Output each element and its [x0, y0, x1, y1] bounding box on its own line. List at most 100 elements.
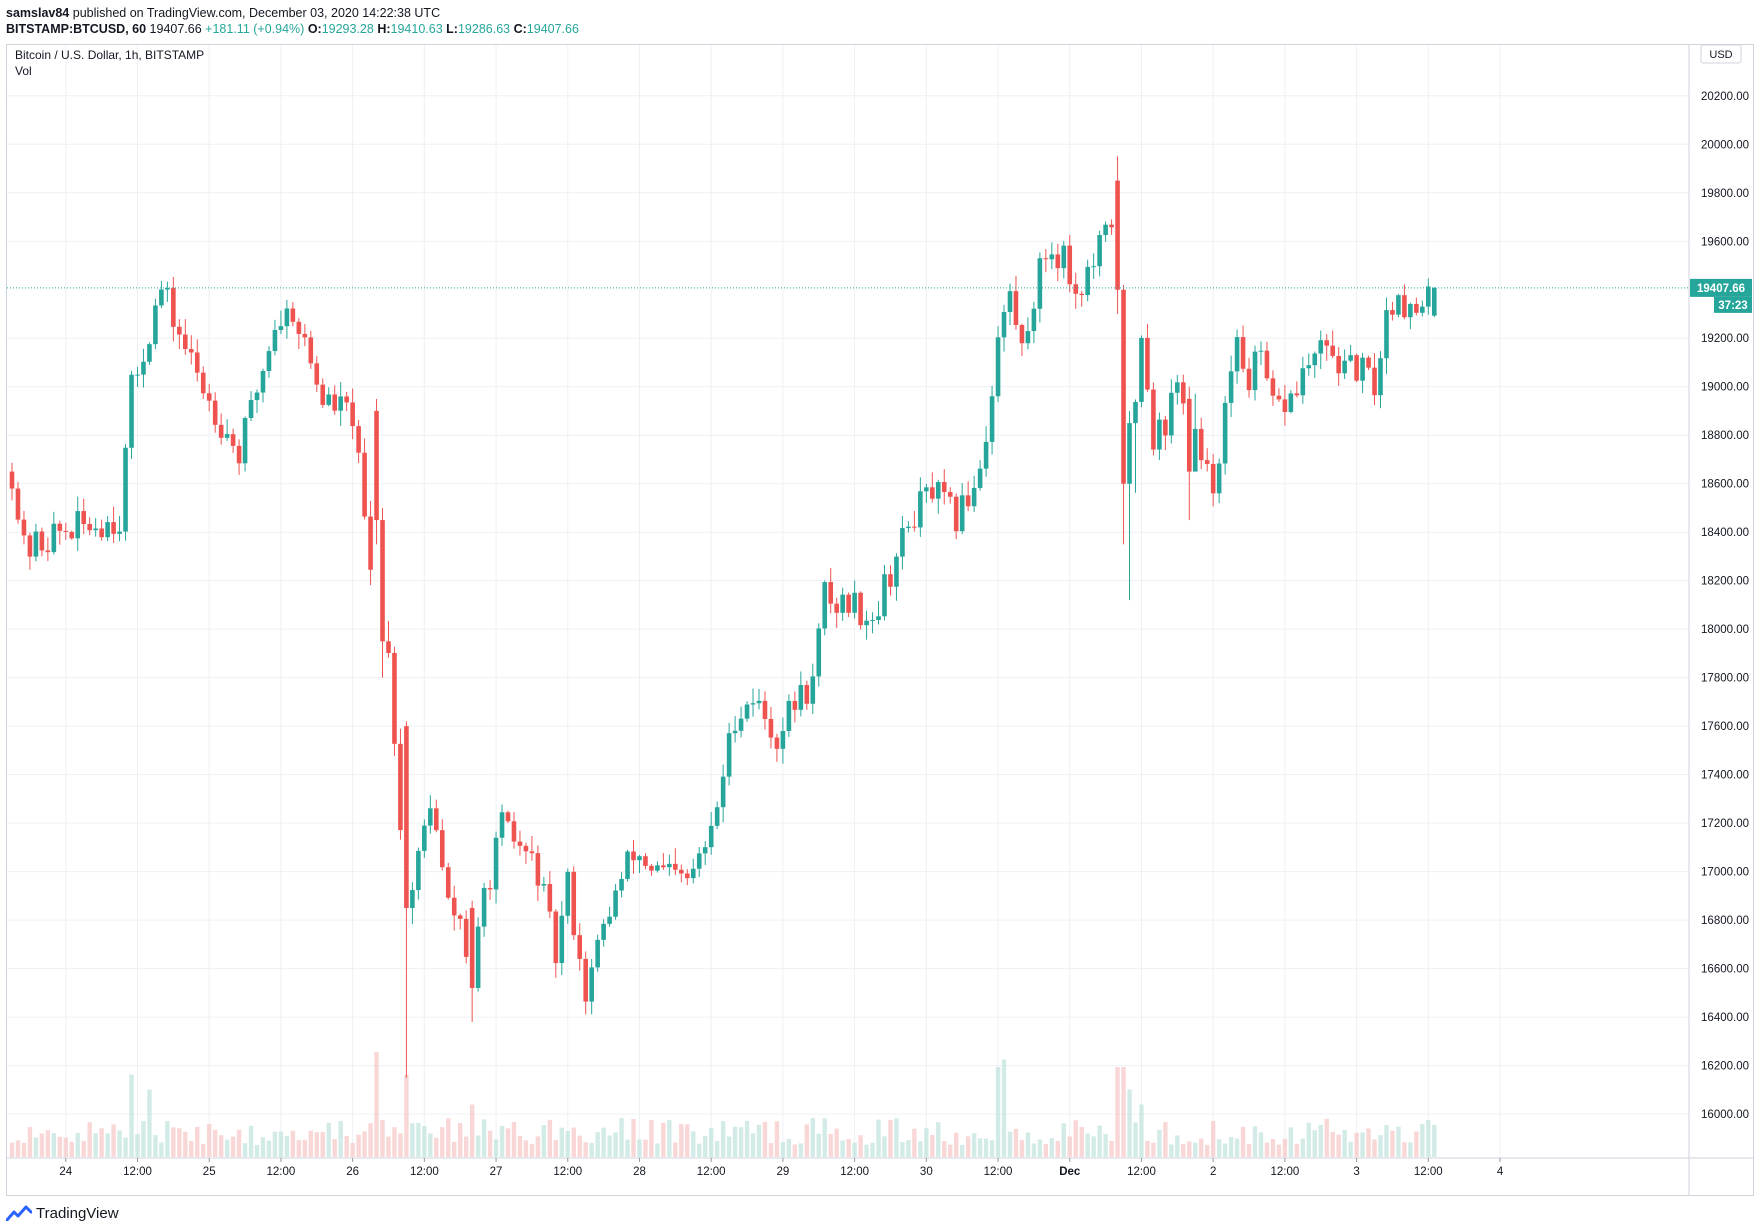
candle-body — [601, 923, 606, 940]
volume-bar — [691, 1131, 696, 1157]
volume-bar — [649, 1120, 654, 1157]
countdown-tag-label: 37:23 — [1718, 300, 1747, 312]
candle-body — [111, 522, 116, 534]
volume-bar — [236, 1129, 242, 1157]
candle-body — [535, 853, 541, 886]
publisher-name[interactable]: samslav84 — [6, 6, 70, 20]
volume-bar — [1366, 1128, 1371, 1157]
volume-bar — [738, 1127, 744, 1157]
time-axis-label: 26 — [346, 1166, 359, 1178]
candle-body — [977, 468, 983, 488]
price-axis-label: 17600.00 — [1701, 721, 1749, 733]
volume-bar — [1216, 1139, 1222, 1157]
last-price: 19407.66 — [149, 22, 202, 36]
time-axis-label: 30 — [920, 1166, 933, 1178]
candle-body — [553, 911, 559, 964]
candle-body — [21, 519, 27, 536]
volume-bar — [804, 1124, 810, 1157]
volume-bar — [314, 1132, 319, 1157]
candle-body — [451, 897, 457, 916]
volume-bar — [248, 1125, 254, 1157]
candle-body — [433, 808, 439, 831]
candle-body — [1019, 324, 1025, 344]
candle-body — [696, 853, 702, 869]
price-axis-label: 17800.00 — [1701, 673, 1749, 685]
candle-body — [804, 684, 810, 704]
time-axis-label: 2 — [1210, 1166, 1216, 1178]
volume-bar — [661, 1122, 666, 1157]
volume-bar — [888, 1119, 893, 1157]
candle-body — [1127, 423, 1132, 484]
candle-body — [1204, 460, 1210, 464]
candle-body — [1186, 398, 1192, 472]
price-axis-label: 16400.00 — [1701, 1012, 1749, 1024]
time-axis-label: 12:00 — [1414, 1166, 1443, 1178]
volume-bar — [643, 1139, 648, 1157]
volume-bar — [416, 1123, 421, 1157]
candle-body — [1270, 378, 1276, 396]
volume-bar — [1007, 1131, 1013, 1157]
candle-body — [9, 471, 15, 489]
price-axis-label: 19800.00 — [1701, 188, 1749, 200]
price-axis-label: 18800.00 — [1701, 430, 1749, 442]
candle-body — [1306, 365, 1312, 369]
volume-bar — [1031, 1143, 1037, 1157]
candle-body — [589, 967, 594, 1002]
candle-body — [39, 531, 45, 551]
price-chart[interactable]: 20200.00 20000.00 19800.00 19600.00 19200.00… — [7, 44, 1753, 1195]
volume-bar — [1390, 1130, 1395, 1157]
volume-bar — [1139, 1104, 1144, 1157]
time-axis-label: 29 — [777, 1166, 790, 1178]
volume-bar — [1324, 1118, 1329, 1157]
volume-bar — [792, 1144, 798, 1157]
candle-body — [971, 487, 977, 507]
candle-body — [1426, 286, 1431, 307]
volume-bar — [135, 1134, 140, 1157]
volume-bar — [386, 1136, 391, 1157]
currency-button[interactable]: USD — [1700, 44, 1742, 64]
candle-body — [1198, 428, 1204, 461]
candle-body — [655, 865, 660, 871]
volume-bar — [320, 1132, 325, 1157]
volume-bar — [1432, 1124, 1437, 1157]
candle-body — [738, 718, 744, 731]
candle-body — [147, 344, 152, 362]
time-axis-label: 12:00 — [1127, 1166, 1156, 1178]
candle-body — [941, 482, 947, 493]
candle-body — [906, 526, 911, 529]
volume-bar — [523, 1140, 529, 1157]
candle-body — [57, 523, 63, 531]
volume-bar — [756, 1124, 762, 1157]
candle-body — [1151, 389, 1156, 450]
volume-bar — [744, 1120, 750, 1157]
time-axis-label: Dec — [1059, 1166, 1081, 1178]
volume-bar — [153, 1135, 158, 1157]
volume-bar — [1384, 1125, 1389, 1157]
candle-body — [613, 890, 618, 917]
candle-body — [888, 574, 893, 587]
volume-bar — [1300, 1138, 1306, 1157]
volume-bar — [481, 1119, 487, 1157]
time-axis-label: 25 — [203, 1166, 216, 1178]
candle-body — [63, 530, 69, 532]
tradingview-logo[interactable]: TradingView — [6, 1202, 119, 1224]
candle-body — [260, 371, 266, 393]
volume-bar — [631, 1119, 636, 1157]
volume-bar — [637, 1139, 642, 1157]
candle-body — [810, 676, 816, 704]
candle-body — [159, 289, 164, 306]
volume-bar — [971, 1133, 977, 1157]
volume-bar — [1258, 1132, 1264, 1157]
volume-bar — [918, 1141, 923, 1157]
volume-bar — [446, 1118, 451, 1157]
candle-body — [188, 349, 194, 353]
volume-bar — [195, 1126, 200, 1157]
candle-body — [87, 523, 92, 531]
candle-body — [1396, 295, 1401, 315]
volume-bar — [159, 1142, 164, 1157]
candle-body — [1043, 258, 1049, 260]
candle-body — [248, 400, 254, 419]
volume-bar — [1079, 1126, 1084, 1157]
candle-body — [744, 704, 750, 719]
candle-body — [284, 308, 290, 327]
